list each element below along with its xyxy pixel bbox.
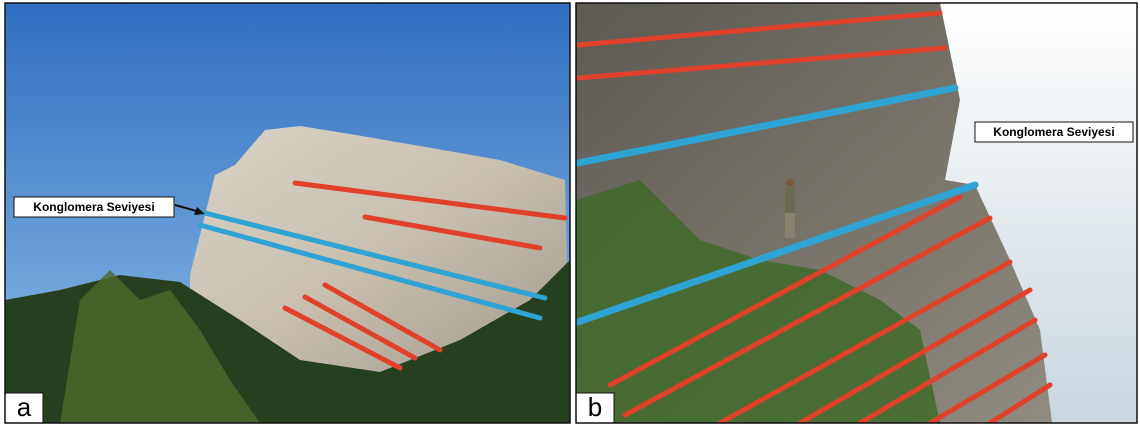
annotation: Konglomera Seviyesi (33, 200, 154, 214)
annotation: Konglomera Seviyesi (993, 125, 1114, 139)
panel-a: Konglomera Seviyesi a (5, 3, 570, 423)
panel-label: a (17, 392, 32, 422)
panel-label: b (588, 392, 602, 422)
panel-b: Konglomera Seviyesi b (576, 3, 1137, 423)
